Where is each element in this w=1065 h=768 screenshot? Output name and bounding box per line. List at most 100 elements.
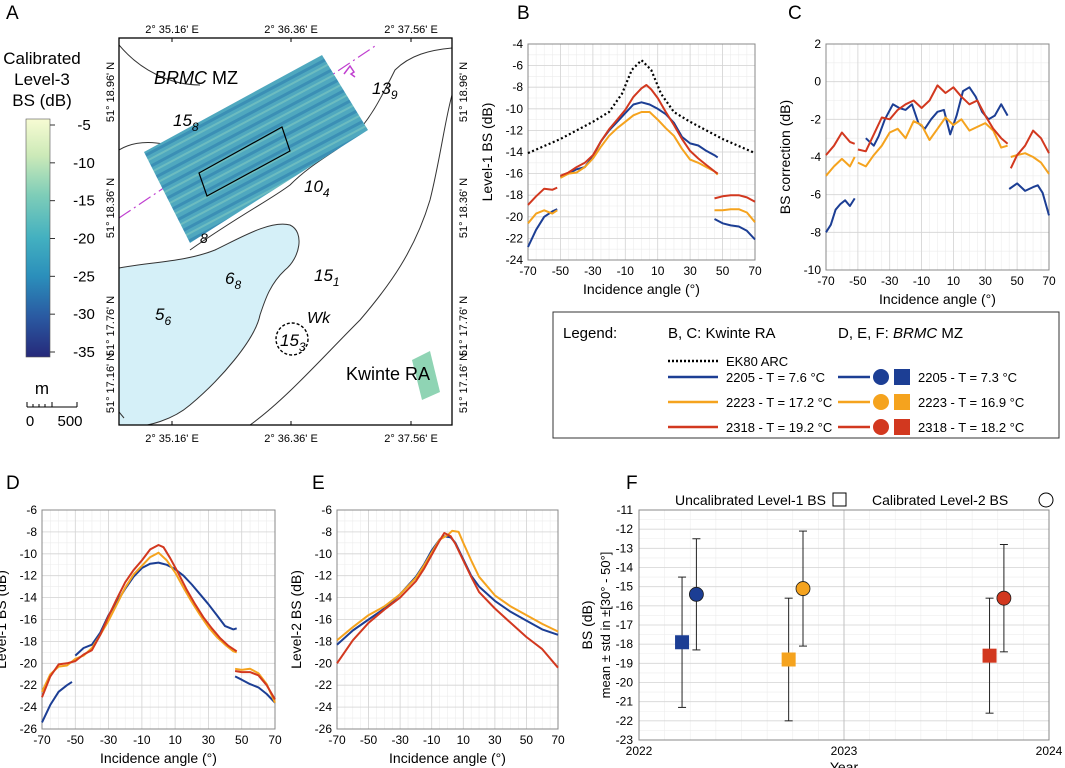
y-tick-label: -16	[506, 167, 524, 181]
y-axis-label: BS correction (dB)	[777, 100, 793, 214]
x-tick-label: -50	[360, 733, 378, 747]
y-tick-label: -8	[26, 525, 37, 539]
x-tick-label: 70	[268, 733, 282, 747]
x-tick-label: -50	[849, 274, 867, 288]
series-line-2223	[857, 116, 1008, 168]
x-tick-label: 70	[551, 733, 565, 747]
y-tick-label: -10	[315, 547, 333, 561]
scale-bar-right-label: 500	[57, 413, 82, 430]
x-tick-label: -10	[423, 733, 441, 747]
svg-text:139: 139	[372, 79, 398, 102]
panel-letter-b: B	[517, 3, 530, 24]
x-tick-label: 50	[1010, 274, 1024, 288]
colorbar-title-line-2: Level-3	[14, 70, 70, 89]
x-axis-label: Incidence angle (°)	[389, 750, 506, 766]
legend-entry-kwinte: 2318 - T = 19.2 °C	[726, 420, 832, 435]
y-tick-label: -24	[315, 700, 333, 714]
kwinte-patch	[412, 351, 440, 400]
y-tick-label: -17	[616, 618, 634, 632]
y-tick-label: -20	[616, 676, 634, 690]
colorbar-title-line-1: Calibrated	[3, 49, 81, 68]
x-tick-label: -10	[913, 274, 931, 288]
y-tick-label: -6	[26, 503, 37, 517]
colorbar-tick-label: -25	[73, 268, 95, 285]
y-tick-label: -2	[810, 112, 821, 126]
x-axis-label: Incidence angle (°)	[583, 281, 700, 297]
series-line-2223	[527, 209, 558, 224]
y-tick-label: -16	[20, 613, 38, 627]
x-axis-label: Incidence angle (°)	[879, 291, 996, 307]
wreck-circle	[275, 322, 309, 356]
x-tick-label: 10	[457, 733, 471, 747]
series-line-2205	[234, 675, 276, 704]
legend-swatch-circle	[873, 394, 889, 410]
map-longitude-label-top: 2° 35.16' E	[145, 24, 199, 36]
y-axis-label: BS (dB)	[579, 600, 595, 649]
depth-label: 153	[280, 331, 306, 354]
x-tick-label: 50	[235, 733, 249, 747]
y-tick-label: -10	[20, 547, 38, 561]
y-tick-label: -12	[315, 569, 333, 583]
series-line-2205	[1008, 182, 1050, 216]
y-tick-label: -22	[20, 678, 38, 692]
legend-group-brmc-name: BRMC	[893, 325, 937, 342]
series-line-2205	[825, 197, 856, 233]
series-line-2318	[527, 186, 558, 206]
y-tick-label: -8	[321, 525, 332, 539]
y-tick-label: -6	[321, 503, 332, 517]
x-axis-label: Year	[830, 759, 859, 768]
x-tick-label: -10	[617, 264, 635, 278]
x-tick-label: 50	[716, 264, 730, 278]
series-line-2223	[41, 551, 238, 693]
x-tick-label: 30	[488, 733, 502, 747]
svg-text:153: 153	[280, 331, 306, 354]
y-tick-label: -18	[506, 188, 524, 202]
map: 2° 35.16' E 2° 35.16' E 2° 36.36' E 2° 36.3…	[105, 24, 470, 445]
y-tick-label: -12	[20, 569, 38, 583]
y-tick-label: -19	[616, 656, 634, 670]
reference-area-box	[198, 126, 291, 197]
map-latitude-label-right: 51° 18.36' N	[458, 178, 470, 238]
x-tick-label: -70	[519, 264, 537, 278]
depth-label: 104	[304, 177, 330, 200]
y-tick-label: -20	[506, 210, 524, 224]
series-line-2318	[560, 84, 719, 177]
plot-frame	[638, 509, 1050, 741]
wreck-label: Wk	[307, 310, 331, 327]
colorbar: Calibrated Level-3 BS (dB) -5 -10 -15 -20 -2…	[3, 49, 95, 361]
map-latitude-label-right: 51° 18.96' N	[458, 62, 470, 122]
y-tick-label: -14	[506, 145, 524, 159]
series-line-2318	[714, 194, 756, 203]
colorbar-ticks: -5 -10 -15 -20 -25 -30 -35	[50, 117, 95, 361]
x-tick-label: 70	[1042, 274, 1056, 288]
series-line-2205	[714, 218, 756, 241]
map-longitude-label-bottom: 2° 37.56' E	[384, 433, 438, 445]
map-latitude-label-right: 51° 17.76' N	[458, 296, 470, 356]
colorbar-tick-label: -15	[73, 193, 95, 210]
legend-swatch-circle	[873, 369, 889, 385]
y-tick-label: 2	[814, 37, 821, 51]
legend-entry-brmc: 2318 - T = 18.2 °C	[918, 420, 1024, 435]
series-line-2223	[714, 208, 756, 223]
y-axis-label-sub: mean ± std in ±[30° - 50°]	[598, 552, 613, 699]
legend-frame	[552, 311, 1060, 439]
x-tick-label: 2022	[626, 744, 653, 758]
map-longitude-label-bottom: 2° 35.16' E	[145, 433, 199, 445]
x-tick-label: -30	[100, 733, 118, 747]
depth-label: 56	[155, 305, 171, 328]
map-longitude-label-bottom: 2° 36.36' E	[264, 433, 318, 445]
y-axis-label: Level-2 BS (dB)	[288, 570, 304, 669]
y-tick-label: -21	[616, 695, 634, 709]
plot-frame	[41, 509, 276, 730]
scale-bar-left-label: 0	[26, 413, 34, 430]
y-tick-label: -18	[616, 637, 634, 651]
x-tick-label: 2024	[1036, 744, 1063, 758]
scale-bar-line	[26, 402, 78, 408]
series-line-2223	[825, 156, 856, 177]
series-line-2318	[336, 532, 559, 669]
colorbar-tick-label: -10	[73, 155, 95, 172]
series-line-2223	[336, 529, 559, 642]
y-tick-label: -6	[512, 59, 523, 73]
y-tick-label: -10	[804, 263, 822, 277]
map-longitude-label-top: 2° 36.36' E	[264, 24, 318, 36]
